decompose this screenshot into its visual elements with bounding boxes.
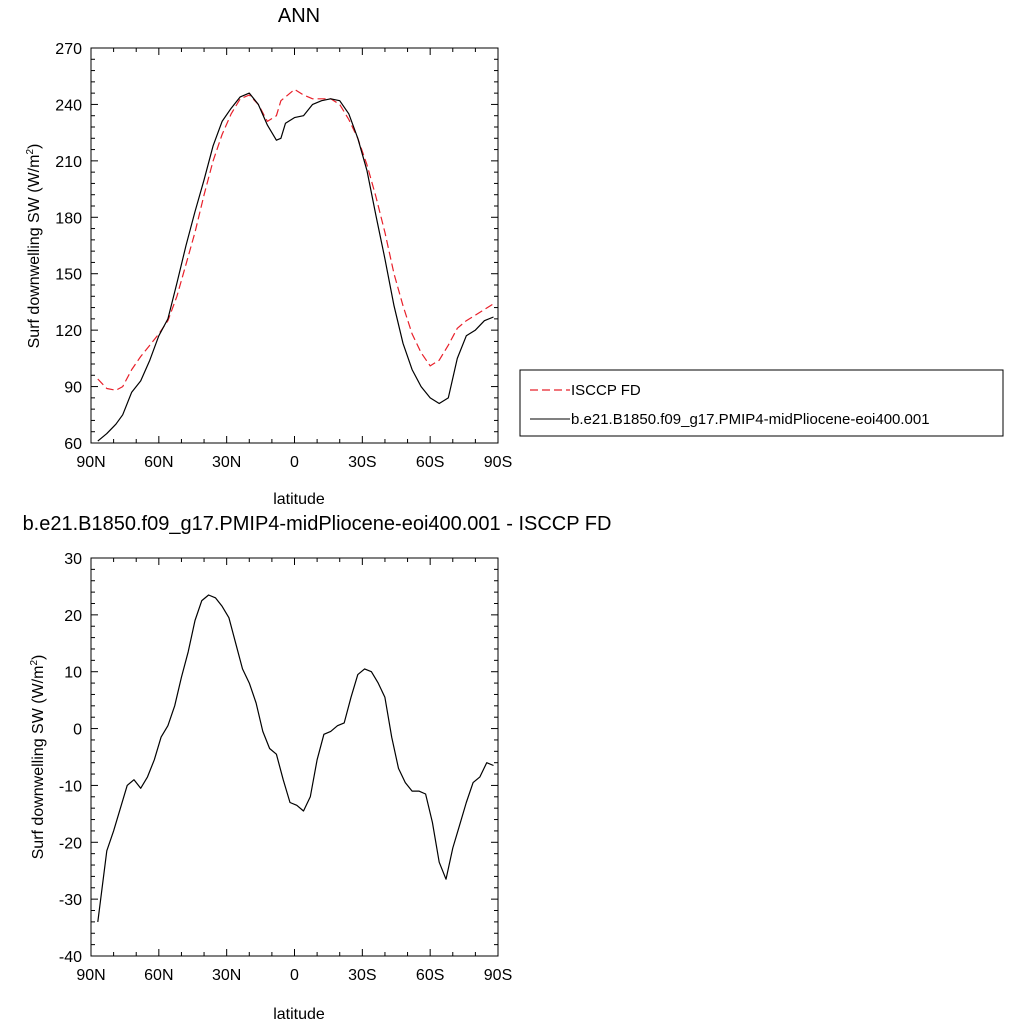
x-tick-label: 0	[290, 967, 299, 984]
legend-label-isccp-fd: ISCCP FD	[571, 382, 641, 399]
top-y-tick-labels: 60 90 120 150 180 210 240 270	[55, 41, 82, 453]
bottom-y-axis-label-close: )	[30, 655, 47, 660]
bottom-plot-lines	[97, 594, 494, 922]
top-y-axis-label: Surf downwelling SW (W/m2)	[25, 144, 43, 349]
bottom-ticks	[90, 557, 499, 957]
top-plot-lines	[97, 88, 494, 442]
legend-label-model: b.e21.B1850.f09_g17.PMIP4-midPliocene-eo…	[571, 411, 930, 428]
y-tick-label: 30	[64, 551, 82, 568]
top-panel: ANN 90N 60N 30N 0 30S 60S 90S 60 90 120 150 180 210…	[25, 5, 512, 508]
top-y-axis-label-close: )	[26, 144, 43, 149]
legend: ISCCP FD b.e21.B1850.f09_g17.PMIP4-midPl…	[519, 369, 1004, 437]
x-tick-label: 30N	[212, 967, 241, 984]
y-tick-label: 180	[55, 210, 82, 227]
bottom-panel: b.e21.B1850.f09_g17.PMIP4-midPliocene-eo…	[23, 513, 612, 1023]
top-y-axis-label-superscript: 2	[25, 149, 36, 155]
bottom-y-tick-labels: -40 -30 -20 -10 0 10 20 30	[59, 551, 82, 966]
x-tick-label: 60S	[416, 454, 444, 471]
y-tick-label: 120	[55, 323, 82, 340]
top-series-line-2	[97, 92, 494, 442]
x-tick-label: 90N	[76, 454, 105, 471]
x-tick-label: 60N	[144, 967, 173, 984]
top-x-axis-label: latitude	[273, 491, 325, 508]
y-tick-label: 210	[55, 154, 82, 171]
top-x-tick-labels: 90N 60N 30N 0 30S 60S 90S	[76, 454, 512, 471]
x-tick-label: 90S	[484, 967, 512, 984]
x-tick-label: 0	[290, 454, 299, 471]
y-tick-label: -10	[59, 778, 82, 795]
y-tick-label: 90	[64, 380, 82, 397]
top-series-line-1	[97, 88, 494, 391]
bottom-plot-frame	[90, 557, 499, 957]
bottom-series-line-1	[97, 594, 494, 922]
y-tick-label: 240	[55, 97, 82, 114]
x-tick-label: 30S	[348, 454, 376, 471]
x-tick-label: 30S	[348, 967, 376, 984]
y-tick-label: 10	[64, 665, 82, 682]
y-tick-label: 150	[55, 267, 82, 284]
bottom-y-axis-label-main: Surf downwelling SW (W/m	[30, 666, 47, 860]
bottom-x-tick-labels: 90N 60N 30N 0 30S 60S 90S	[76, 967, 512, 984]
y-tick-label: -30	[59, 892, 82, 909]
legend-box	[519, 369, 1004, 437]
x-tick-label: 90S	[484, 454, 512, 471]
x-tick-label: 30N	[212, 454, 241, 471]
top-y-axis-label-main: Surf downwelling SW (W/m	[26, 155, 43, 349]
y-tick-label: -40	[59, 949, 82, 966]
x-tick-label: 60N	[144, 454, 173, 471]
y-tick-label: 20	[64, 608, 82, 625]
bottom-y-axis-label-superscript: 2	[29, 660, 40, 666]
bottom-x-axis-label: latitude	[273, 1006, 325, 1023]
y-tick-label: 0	[73, 722, 82, 739]
top-plot-frame	[90, 47, 499, 444]
top-ticks	[90, 47, 499, 444]
x-tick-label: 60S	[416, 967, 444, 984]
y-tick-label: 270	[55, 41, 82, 58]
bottom-chart-title: b.e21.B1850.f09_g17.PMIP4-midPliocene-eo…	[23, 513, 612, 535]
top-chart-title: ANN	[278, 5, 320, 27]
y-tick-label: -20	[59, 835, 82, 852]
y-tick-label: 60	[64, 436, 82, 453]
bottom-y-axis-label: Surf downwelling SW (W/m2)	[29, 655, 47, 860]
x-tick-label: 90N	[76, 967, 105, 984]
